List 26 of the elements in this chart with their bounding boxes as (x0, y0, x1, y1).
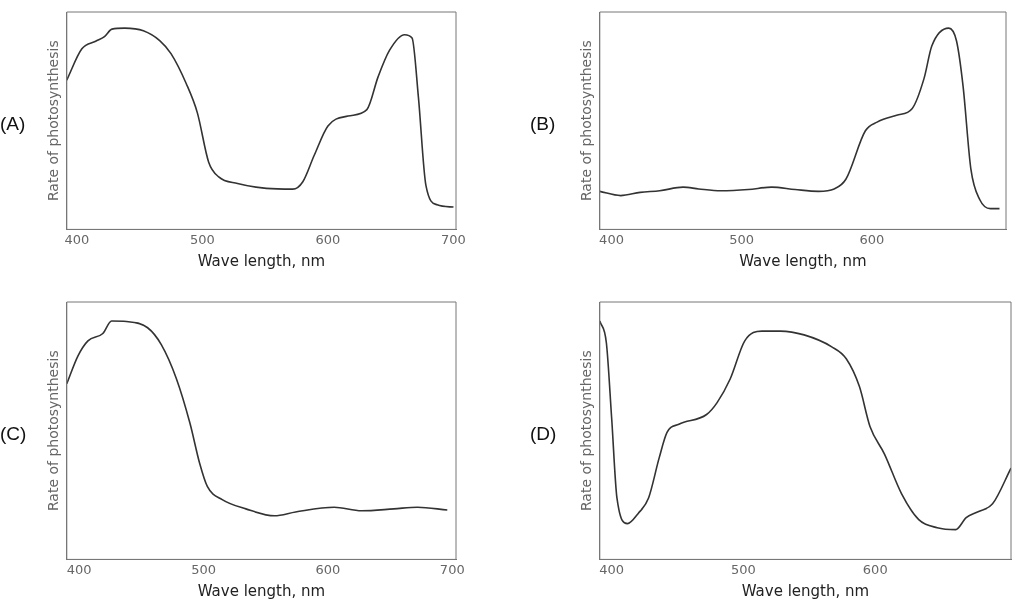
x-tick-label: 600 (859, 231, 885, 247)
text: (B) (530, 113, 556, 135)
x-axis-title: Wave length, nm (741, 581, 870, 600)
x-tick-label: 400 (64, 231, 90, 247)
y-axis-title: Rate of photosynthesis (578, 40, 595, 202)
y-axis-title: Rate of photosynthesis (45, 350, 62, 512)
x-tick-label: 400 (599, 231, 624, 247)
text: (C) (0, 423, 27, 445)
x-tick-label: 400 (66, 561, 92, 577)
x-tick-label: 600 (315, 561, 341, 577)
y-axis-title: Rate of photosynthesis (45, 40, 62, 202)
x-axis-title: Wave length, nm (197, 581, 326, 600)
text: (D) (530, 423, 557, 445)
x-tick-label: 500 (189, 231, 215, 247)
x-tick-label: 600 (315, 231, 341, 247)
x-tick-label: 700 (441, 231, 466, 247)
text: (A) (0, 113, 26, 135)
x-axis-title: Wave length, nm (739, 251, 867, 270)
x-tick-label: 600 (862, 561, 888, 577)
x-axis-title: Wave length, nm (197, 251, 326, 270)
x-tick-label: 400 (599, 561, 625, 577)
x-tick-label: 500 (731, 561, 756, 577)
y-axis-title: Rate of photosynthesis (578, 350, 595, 512)
x-tick-label: 500 (191, 561, 216, 577)
x-tick-label: 700 (439, 561, 465, 577)
x-tick-label: 500 (729, 231, 755, 247)
